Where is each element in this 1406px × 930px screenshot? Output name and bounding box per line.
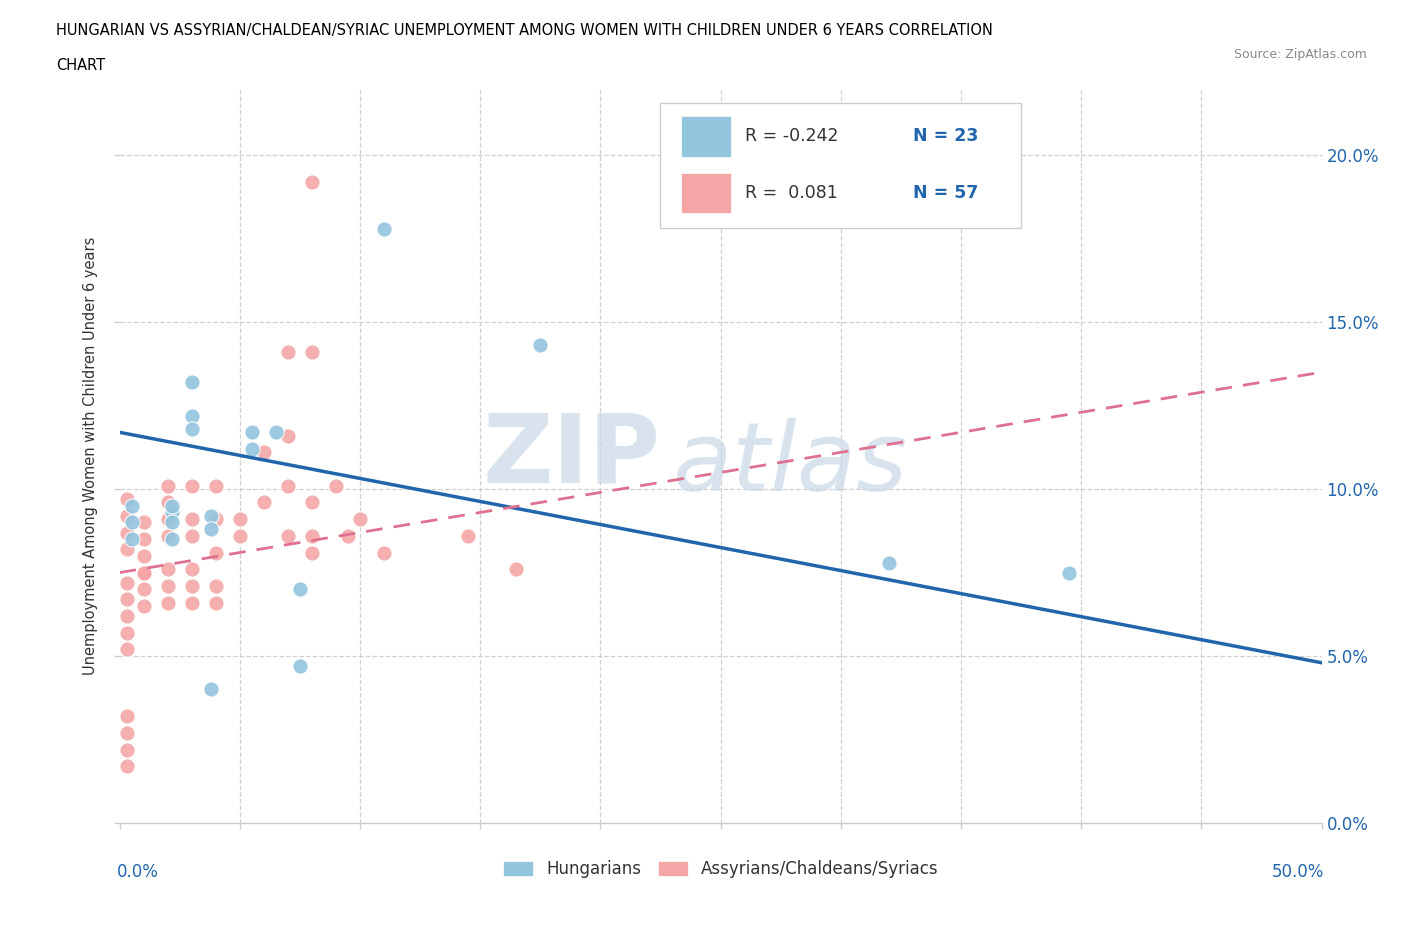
Point	[200, 682, 222, 697]
Point	[132, 565, 155, 580]
Point	[115, 759, 138, 774]
FancyBboxPatch shape	[681, 173, 731, 213]
Point	[1057, 565, 1080, 580]
Point	[457, 528, 479, 543]
Point	[373, 545, 395, 560]
Point	[132, 582, 155, 597]
Point	[204, 512, 226, 526]
Text: ZIP: ZIP	[482, 409, 661, 502]
Point	[115, 509, 138, 524]
Point	[349, 512, 371, 526]
Text: HUNGARIAN VS ASSYRIAN/CHALDEAN/SYRIAC UNEMPLOYMENT AMONG WOMEN WITH CHILDREN UND: HUNGARIAN VS ASSYRIAN/CHALDEAN/SYRIAC UN…	[56, 23, 993, 38]
Point	[228, 512, 252, 526]
Point	[115, 608, 138, 623]
Point	[162, 505, 184, 520]
Point	[115, 492, 138, 507]
Point	[204, 578, 226, 593]
Point	[301, 495, 323, 510]
Point	[115, 542, 138, 557]
Point	[180, 421, 202, 436]
Point	[156, 495, 179, 510]
Point	[180, 375, 202, 390]
Point	[115, 725, 138, 740]
Point	[373, 221, 395, 236]
Text: R =  0.081: R = 0.081	[745, 184, 838, 202]
Point	[204, 595, 226, 610]
Point	[162, 498, 184, 513]
Point	[132, 565, 155, 580]
Point	[156, 578, 179, 593]
Point	[277, 345, 299, 360]
Point	[301, 545, 323, 560]
Point	[200, 509, 222, 524]
Point	[180, 512, 202, 526]
Point	[156, 528, 179, 543]
Point	[132, 532, 155, 547]
Point	[301, 528, 323, 543]
Point	[877, 555, 900, 570]
Point	[132, 549, 155, 564]
Point	[253, 495, 276, 510]
Point	[505, 562, 527, 577]
Point	[325, 478, 347, 493]
Point	[132, 599, 155, 614]
Point	[240, 442, 263, 457]
Legend: Hungarians, Assyrians/Chaldeans/Syriacs: Hungarians, Assyrians/Chaldeans/Syriacs	[496, 853, 945, 884]
Point	[156, 595, 179, 610]
Point	[264, 425, 287, 440]
Text: 50.0%: 50.0%	[1271, 863, 1324, 882]
Point	[204, 545, 226, 560]
Point	[180, 528, 202, 543]
Point	[288, 658, 311, 673]
Text: R = -0.242: R = -0.242	[745, 127, 838, 145]
Point	[162, 515, 184, 530]
Point	[115, 591, 138, 606]
Point	[162, 532, 184, 547]
Point	[180, 408, 202, 423]
Point	[301, 175, 323, 190]
Point	[253, 445, 276, 459]
Point	[240, 425, 263, 440]
Point	[277, 428, 299, 443]
Text: N = 57: N = 57	[912, 184, 979, 202]
Text: N = 23: N = 23	[912, 127, 979, 145]
Text: atlas: atlas	[672, 418, 907, 511]
Point	[180, 478, 202, 493]
Point	[180, 562, 202, 577]
Point	[228, 528, 252, 543]
Point	[697, 188, 720, 203]
Point	[132, 515, 155, 530]
Point	[301, 345, 323, 360]
Point	[288, 582, 311, 597]
Text: CHART: CHART	[56, 58, 105, 73]
Point	[115, 742, 138, 757]
Point	[180, 595, 202, 610]
Point	[277, 528, 299, 543]
Point	[204, 478, 226, 493]
Point	[121, 498, 143, 513]
Point	[529, 339, 551, 353]
Point	[121, 532, 143, 547]
FancyBboxPatch shape	[661, 103, 1021, 228]
Y-axis label: Unemployment Among Women with Children Under 6 years: Unemployment Among Women with Children U…	[83, 236, 98, 675]
FancyBboxPatch shape	[681, 116, 731, 156]
Text: Source: ZipAtlas.com: Source: ZipAtlas.com	[1233, 48, 1367, 61]
Point	[180, 578, 202, 593]
Point	[115, 525, 138, 540]
Point	[156, 512, 179, 526]
Point	[115, 575, 138, 590]
Point	[115, 625, 138, 640]
Text: 0.0%: 0.0%	[117, 863, 159, 882]
Point	[115, 709, 138, 724]
Point	[200, 522, 222, 537]
Point	[121, 515, 143, 530]
Point	[115, 642, 138, 657]
Point	[156, 562, 179, 577]
Point	[277, 478, 299, 493]
Point	[336, 528, 359, 543]
Point	[156, 478, 179, 493]
